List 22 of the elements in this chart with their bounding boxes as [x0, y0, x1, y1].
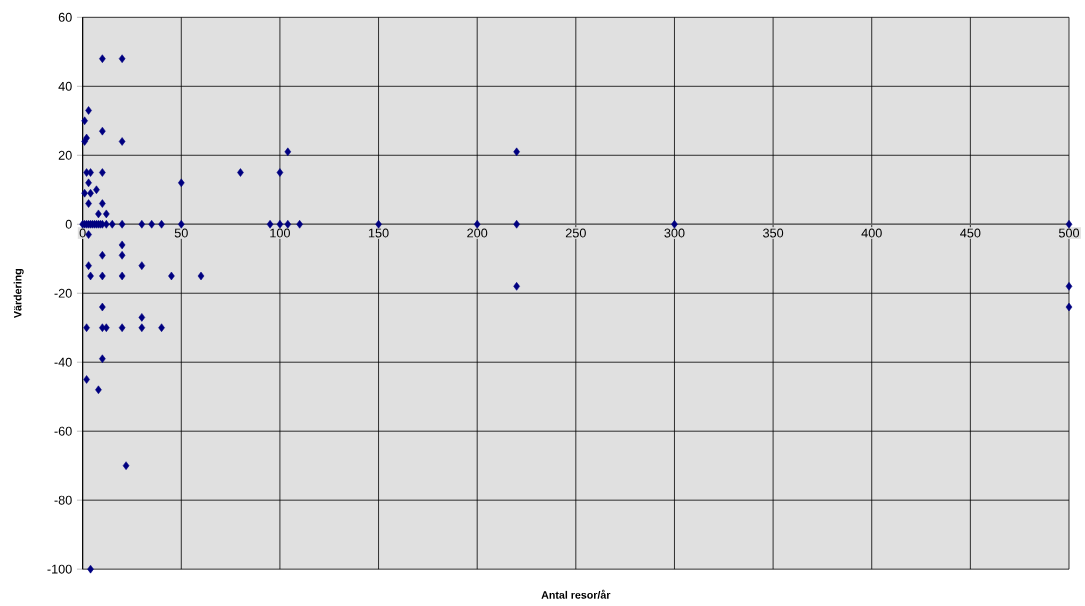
- x-tick-label: 500: [1058, 228, 1080, 238]
- x-tick-label: 250: [565, 228, 586, 238]
- y-tick-label: 20: [58, 150, 72, 160]
- x-tick-label: 450: [960, 228, 981, 238]
- x-tick-label: 100: [270, 228, 290, 238]
- x-axis-title: Antal resor/år: [541, 589, 611, 599]
- y-axis-title: Värdering: [13, 268, 24, 318]
- x-tick-label: 400: [861, 228, 882, 238]
- x-tick-label: 0: [79, 228, 86, 238]
- y-tick-label: -40: [54, 357, 72, 367]
- y-tick-label: -80: [54, 495, 72, 505]
- x-tick-label: 50: [174, 228, 188, 238]
- y-tick-label: -60: [54, 426, 72, 436]
- y-tick-label: 60: [58, 12, 72, 22]
- y-tick-label: 0: [65, 219, 72, 229]
- y-tick-label: -20: [54, 288, 72, 298]
- x-tick-label: 300: [664, 228, 685, 238]
- x-tick-label: 200: [467, 228, 488, 238]
- y-tick-label: 40: [58, 81, 72, 91]
- y-tick-label: -100: [47, 564, 72, 574]
- x-tick-label: 350: [763, 228, 784, 238]
- x-tick-label: 150: [368, 228, 389, 238]
